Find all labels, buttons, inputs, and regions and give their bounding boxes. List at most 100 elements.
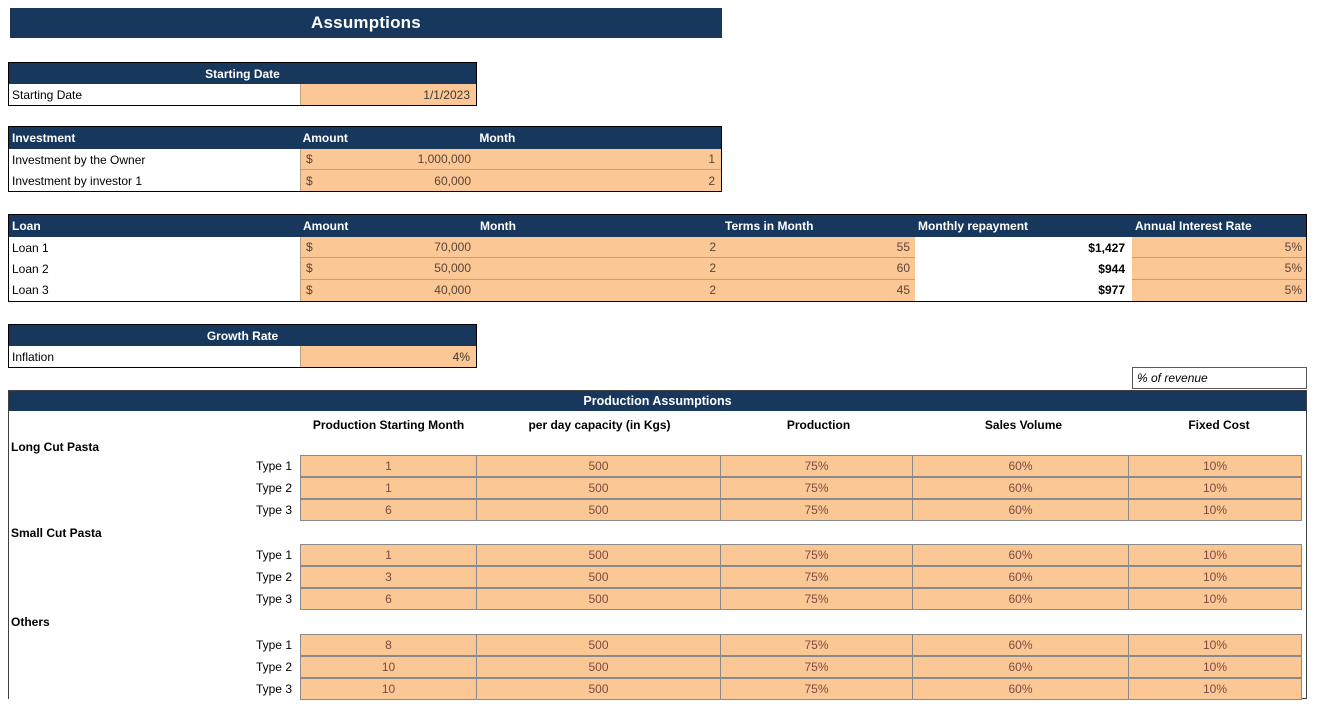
- loan-table: Loan Amount Month Terms in Month Monthly…: [8, 214, 1307, 302]
- fixed-cost-cell[interactable]: 10%: [1128, 678, 1302, 700]
- production-starting-month-cell[interactable]: 6: [300, 588, 477, 610]
- production-assumptions-table: Production Assumptions Production Starti…: [8, 390, 1307, 700]
- fixed-cost-cell[interactable]: 10%: [1128, 455, 1302, 477]
- amount-cell[interactable]: $ 60,000: [300, 170, 477, 191]
- production-starting-month-cell[interactable]: 1: [300, 544, 477, 566]
- production-cell[interactable]: 75%: [720, 634, 913, 656]
- production-starting-month-cell[interactable]: 8: [300, 634, 477, 656]
- type-label: Type 3: [9, 588, 300, 610]
- investment-name: Investment by investor 1: [9, 170, 300, 191]
- production-cell[interactable]: 75%: [720, 656, 913, 678]
- loan-rate-cell[interactable]: 5%: [1132, 279, 1306, 301]
- currency-symbol: $: [306, 152, 313, 166]
- amount-value: 70,000: [434, 240, 471, 255]
- production-cell[interactable]: 75%: [720, 455, 913, 477]
- production-row: Type 2 1 500 75% 60% 10%: [9, 477, 1306, 499]
- per-day-capacity-cell[interactable]: 500: [476, 588, 721, 610]
- per-day-capacity-cell[interactable]: 500: [476, 477, 721, 499]
- amount-value: 40,000: [434, 283, 471, 298]
- per-day-capacity-cell[interactable]: 500: [476, 678, 721, 700]
- percent-of-revenue-note: % of revenue: [1132, 367, 1307, 389]
- loan-amount-cell[interactable]: $ 50,000: [300, 258, 477, 280]
- loan-rate-cell[interactable]: 5%: [1132, 258, 1306, 280]
- currency-symbol: $: [306, 173, 313, 188]
- per-day-capacity-cell[interactable]: 500: [476, 544, 721, 566]
- type-label: Type 1: [9, 544, 300, 566]
- type-label: Type 2: [9, 656, 300, 678]
- loan-header: Loan: [12, 219, 41, 233]
- loan-rate-cell[interactable]: 5%: [1132, 237, 1306, 259]
- loan-amount-cell[interactable]: $ 40,000: [300, 279, 477, 301]
- production-starting-month-cell[interactable]: 6: [300, 499, 477, 521]
- amount-header: Amount: [303, 219, 349, 233]
- production-cell[interactable]: 75%: [720, 544, 913, 566]
- loan-month-cell[interactable]: 2: [477, 237, 722, 259]
- sales-volume-cell[interactable]: 60%: [912, 656, 1129, 678]
- sales-volume-cell[interactable]: 60%: [912, 566, 1129, 588]
- production-cell[interactable]: 75%: [720, 566, 913, 588]
- type-label: Type 3: [9, 678, 300, 700]
- fixed-cost-cell[interactable]: 10%: [1128, 588, 1302, 610]
- sales-volume-cell[interactable]: 60%: [912, 588, 1129, 610]
- loan-amount-cell[interactable]: $ 70,000: [300, 237, 477, 259]
- production-starting-month-cell[interactable]: 3: [300, 566, 477, 588]
- production-cell[interactable]: 75%: [720, 477, 913, 499]
- per-day-capacity-cell[interactable]: 500: [476, 656, 721, 678]
- loan-terms-cell[interactable]: 45: [722, 279, 915, 301]
- loan-month-cell[interactable]: 2: [477, 279, 722, 301]
- type-label: Type 1: [9, 455, 300, 477]
- section-small-cut-pasta: Small Cut Pasta: [11, 525, 102, 540]
- production-row: Type 1 8 500 75% 60% 10%: [9, 634, 1306, 656]
- type-label: Type 3: [9, 499, 300, 521]
- loan-terms-cell[interactable]: 60: [722, 258, 915, 280]
- production-starting-month-cell[interactable]: 1: [300, 477, 477, 499]
- fixed-cost-cell[interactable]: 10%: [1128, 634, 1302, 656]
- production-cell[interactable]: 75%: [720, 499, 913, 521]
- sales-volume-cell[interactable]: 60%: [912, 499, 1129, 521]
- fixed-cost-cell[interactable]: 10%: [1128, 544, 1302, 566]
- amount-value: 1,000,000: [417, 152, 471, 166]
- production-cell[interactable]: 75%: [720, 588, 913, 610]
- amount-value: 60,000: [434, 173, 471, 188]
- month-header: Month: [479, 131, 516, 145]
- fixed-cost-cell[interactable]: 10%: [1128, 477, 1302, 499]
- loan-repayment-cell: $944: [915, 258, 1132, 280]
- per-day-capacity-cell[interactable]: 500: [476, 455, 721, 477]
- type-label: Type 2: [9, 566, 300, 588]
- production-starting-month-cell[interactable]: 10: [300, 678, 477, 700]
- fixed-cost-cell[interactable]: 10%: [1128, 566, 1302, 588]
- production-starting-month-cell[interactable]: 1: [300, 455, 477, 477]
- month-cell[interactable]: 2: [477, 170, 721, 191]
- inflation-label: Inflation: [9, 346, 300, 367]
- per-day-capacity-cell[interactable]: 500: [476, 566, 721, 588]
- per-day-capacity-cell[interactable]: 500: [476, 634, 721, 656]
- loan-month-cell[interactable]: 2: [477, 258, 722, 280]
- inflation-value-cell[interactable]: 4%: [300, 346, 476, 367]
- growth-rate-header: Growth Rate: [9, 325, 476, 346]
- amount-cell[interactable]: $ 1,000,000: [300, 149, 477, 170]
- month-header: Month: [480, 219, 516, 233]
- sales-volume-cell[interactable]: 60%: [912, 544, 1129, 566]
- per-day-capacity-cell[interactable]: 500: [476, 499, 721, 521]
- sales-volume-cell[interactable]: 60%: [912, 455, 1129, 477]
- fixed-cost-cell[interactable]: 10%: [1128, 499, 1302, 521]
- sales-volume-cell[interactable]: 60%: [912, 678, 1129, 700]
- loan-terms-cell[interactable]: 55: [722, 237, 915, 259]
- growth-rate-table: Growth Rate Inflation 4%: [8, 324, 477, 368]
- investment-name: Investment by the Owner: [9, 149, 300, 170]
- production-title: Production Assumptions: [9, 391, 1306, 411]
- production-cell[interactable]: 75%: [720, 678, 913, 700]
- production-starting-month-cell[interactable]: 10: [300, 656, 477, 678]
- investment-header-row: Investment Amount Month: [9, 127, 721, 149]
- type-label: Type 1: [9, 634, 300, 656]
- loan-row: Loan 2 $ 50,000 2 60 $944 5%: [9, 258, 1306, 280]
- section-long-cut-pasta: Long Cut Pasta: [11, 439, 100, 454]
- sales-volume-cell[interactable]: 60%: [912, 634, 1129, 656]
- month-cell[interactable]: 1: [477, 149, 721, 170]
- investment-row: Investment by the Owner $ 1,000,000 1: [9, 149, 721, 170]
- sales-volume-cell[interactable]: 60%: [912, 477, 1129, 499]
- production-row: Type 2 3 500 75% 60% 10%: [9, 566, 1306, 588]
- fixed-cost-cell[interactable]: 10%: [1128, 656, 1302, 678]
- loan-name: Loan 1: [9, 237, 300, 259]
- starting-date-value-cell[interactable]: 1/1/2023: [300, 84, 476, 105]
